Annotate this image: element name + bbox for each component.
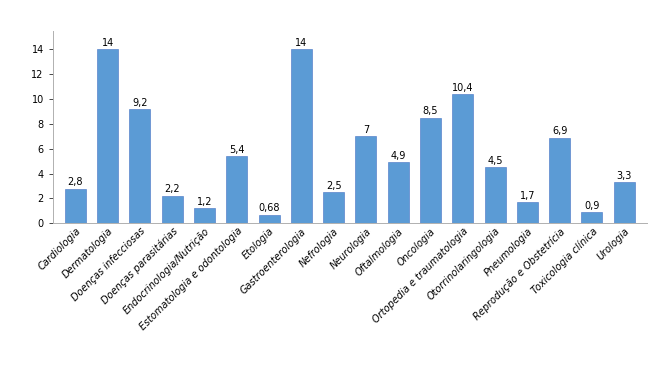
- Bar: [65, 189, 86, 223]
- Text: 2,2: 2,2: [164, 184, 180, 194]
- Text: 3,3: 3,3: [616, 171, 632, 181]
- Text: 9,2: 9,2: [132, 97, 148, 107]
- Bar: [194, 208, 215, 223]
- Text: 8,5: 8,5: [423, 106, 438, 116]
- Bar: [259, 215, 280, 223]
- Bar: [129, 109, 150, 223]
- Text: 4,9: 4,9: [391, 151, 406, 161]
- Text: 14: 14: [295, 38, 308, 48]
- Bar: [614, 182, 635, 223]
- Bar: [387, 162, 409, 223]
- Bar: [517, 202, 538, 223]
- Bar: [291, 49, 312, 223]
- Bar: [452, 94, 473, 223]
- Bar: [356, 136, 376, 223]
- Bar: [484, 167, 506, 223]
- Text: 2,5: 2,5: [326, 181, 341, 191]
- Text: 1,7: 1,7: [519, 191, 535, 201]
- Text: 1,2: 1,2: [197, 197, 213, 207]
- Bar: [323, 192, 344, 223]
- Bar: [226, 156, 248, 223]
- Bar: [581, 212, 603, 223]
- Bar: [97, 49, 118, 223]
- Text: 0,9: 0,9: [584, 201, 599, 211]
- Text: 10,4: 10,4: [452, 83, 473, 93]
- Text: 4,5: 4,5: [487, 156, 503, 166]
- Text: 0,68: 0,68: [258, 203, 280, 213]
- Text: 2,8: 2,8: [67, 177, 83, 187]
- Bar: [549, 137, 570, 223]
- Text: 7: 7: [363, 125, 369, 135]
- Text: 5,4: 5,4: [229, 145, 245, 155]
- Bar: [162, 196, 183, 223]
- Bar: [420, 118, 441, 223]
- Text: 6,9: 6,9: [552, 126, 568, 136]
- Text: 14: 14: [102, 38, 114, 48]
